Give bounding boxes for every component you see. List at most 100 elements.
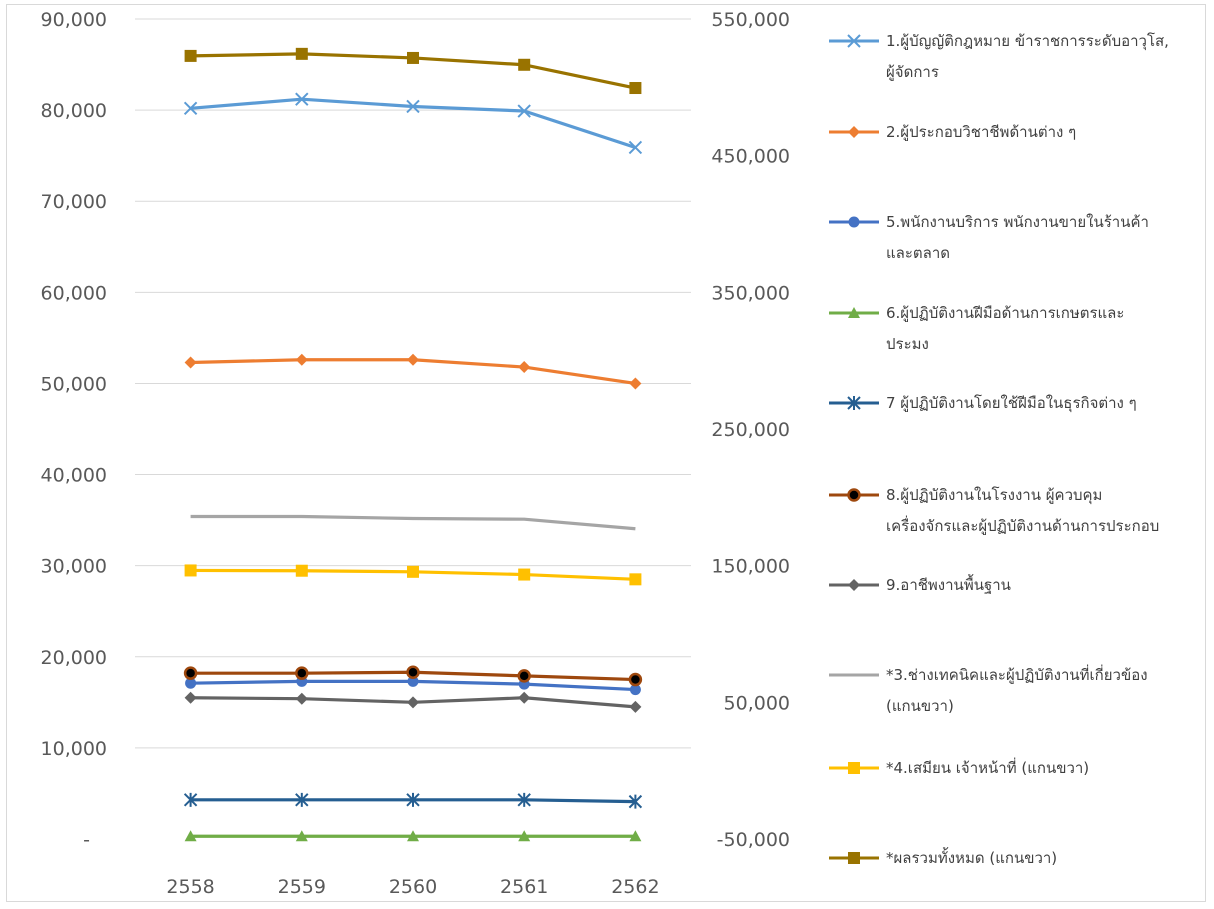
square-marker (629, 82, 642, 95)
series-4 (184, 830, 642, 842)
x-tick-label: 2559 (278, 876, 326, 898)
x-marker (847, 34, 861, 48)
circle-marker (406, 665, 420, 680)
series-5 (183, 792, 643, 809)
left-tick-label: 90,000 (41, 9, 107, 31)
star-marker (628, 794, 643, 809)
series-1 (183, 92, 643, 155)
circle-marker (629, 684, 641, 696)
left-tick-label: 50,000 (41, 373, 107, 395)
left-tick-label: 80,000 (41, 100, 107, 122)
legend-label: ผู้จัดการ (886, 63, 939, 81)
x-tick-label: 2562 (611, 876, 659, 898)
legend-entry: *4.เสมียน เจ้าหน้าที่ (แกนขวา) (829, 757, 1089, 777)
x-marker (406, 99, 420, 114)
legend-entry: *3.ช่างเทคนิคและผู้ปฏิบัติงานที่เกี่ยวข้… (829, 664, 1148, 715)
left-axis: - 10,000 20,000 30,000 40,000 50,000 60,000 70,… (41, 9, 107, 851)
circle-marker (185, 677, 197, 689)
x-marker (517, 104, 531, 118)
star-marker (847, 396, 861, 410)
square-marker (407, 51, 419, 64)
diamond-marker (518, 361, 531, 374)
right-tick-label: 450,000 (711, 146, 790, 168)
legend-label: *4.เสมียน เจ้าหน้าที่ (แกนขวา) (886, 757, 1089, 777)
right-axis: -50,000 50,000 150,000 250,000 350,000 450,00… (711, 9, 790, 851)
legend-label: และตลาด (886, 244, 950, 262)
gridlines (135, 18, 691, 749)
legend-entry: 7 ผู้ปฏิบัติงานโดยใช้ฝีมือในธุรกิจต่าง ๆ (829, 394, 1137, 413)
square-marker (518, 58, 531, 71)
left-tick-label: 60,000 (41, 282, 107, 304)
diamond-marker (848, 579, 860, 591)
triangle-marker (295, 830, 308, 842)
square-marker (848, 762, 860, 774)
triangle-marker (184, 830, 197, 842)
x-tick-label: 2561 (500, 876, 548, 898)
square-marker (518, 568, 531, 581)
legend-label: ประมง (886, 335, 929, 353)
x-marker (295, 92, 309, 106)
legend-label: 1.ผู้บัญญัติกฎหมาย ข้าราชการระดับอาวุโส, (886, 32, 1169, 51)
right-tick-label: 550,000 (711, 9, 790, 31)
chart-frame: - 10,000 20,000 30,000 40,000 50,000 60,000 70,… (6, 4, 1206, 902)
star-marker (517, 792, 531, 807)
legend-entry: 2.ผู้ประกอบวิชาชีพด้านต่าง ๆ (829, 123, 1076, 141)
diamond-marker (407, 353, 419, 366)
square-marker (629, 573, 642, 586)
series-lines (183, 47, 643, 842)
left-tick-label: 30,000 (41, 556, 107, 578)
diamond-marker (184, 691, 197, 704)
legend-label: *3.ช่างเทคนิคและผู้ปฏิบัติงานที่เกี่ยวข้… (886, 664, 1148, 684)
star-marker (406, 792, 420, 807)
diamond-marker (295, 692, 308, 705)
right-tick-label: 50,000 (724, 692, 790, 714)
series-7 (184, 691, 642, 713)
square-marker (184, 49, 197, 62)
diamond-marker (848, 126, 860, 138)
right-tick-label: 250,000 (711, 419, 790, 441)
circle-marker (628, 672, 643, 687)
legend-entry: 9.อาชีพงานพื้นฐาน (829, 574, 1011, 594)
square-marker (848, 852, 860, 864)
triangle-marker (407, 830, 419, 842)
legend-entry: 1.ผู้บัญญัติกฎหมาย ข้าราชการระดับอาวุโส,… (829, 32, 1169, 81)
series-8 (190, 514, 636, 531)
x-axis: 2558 2559 2560 2561 2562 (166, 876, 659, 898)
diamond-marker (407, 696, 419, 709)
x-tick-label: 2560 (389, 876, 437, 898)
legend: 1.ผู้บัญญัติกฎหมาย ข้าราชการระดับอาวุโส,… (829, 32, 1169, 867)
left-tick-label: 10,000 (41, 738, 107, 760)
legend-label: 5.พนักงานบริการ พนักงานขายในร้านค้า (886, 213, 1149, 231)
legend-label: 9.อาชีพงานพื้นฐาน (886, 574, 1011, 594)
legend-label: เครื่องจักรและผู้ปฏิบัติงานด้านการประกอบ (886, 515, 1159, 535)
legend-label: 6.ผู้ปฏิบัติงานฝีมือด้านการเกษตรและ (886, 304, 1124, 322)
legend-entry: 8.ผู้ปฏิบัติงานในโรงงาน ผู้ควบคุมเครื่อง… (829, 486, 1159, 535)
diamond-marker (518, 691, 531, 704)
circle-marker (295, 666, 309, 680)
circle-marker (847, 488, 861, 502)
triangle-marker (848, 307, 860, 318)
series-6 (183, 665, 643, 687)
circle-marker (517, 669, 531, 683)
legend-label: 8.ผู้ปฏิบัติงานในโรงงาน ผู้ควบคุม (886, 486, 1102, 505)
legend-label: 7 ผู้ปฏิบัติงานโดยใช้ฝีมือในธุรกิจต่าง ๆ (886, 394, 1137, 413)
series-2 (184, 353, 642, 390)
square-marker (184, 564, 197, 577)
square-marker (407, 565, 419, 578)
right-tick-label: -50,000 (717, 829, 790, 851)
line-chart: - 10,000 20,000 30,000 40,000 50,000 60,000 70,… (41, 9, 1169, 898)
right-tick-label: 350,000 (711, 282, 790, 304)
x-tick-label: 2558 (166, 876, 214, 898)
square-marker (295, 47, 308, 60)
series-9 (184, 564, 642, 586)
left-tick-label: 70,000 (41, 191, 107, 213)
x-marker (183, 101, 198, 115)
left-tick-label: - (83, 829, 90, 851)
square-marker (295, 564, 308, 577)
legend-entry: *ผลรวมทั้งหมด (แกนขวา) (829, 847, 1057, 867)
legend-entry: 5.พนักงานบริการ พนักงานขายในร้านค้าและตล… (829, 213, 1149, 262)
diamond-marker (629, 700, 642, 713)
triangle-marker (518, 830, 531, 842)
right-tick-label: 150,000 (711, 556, 790, 578)
